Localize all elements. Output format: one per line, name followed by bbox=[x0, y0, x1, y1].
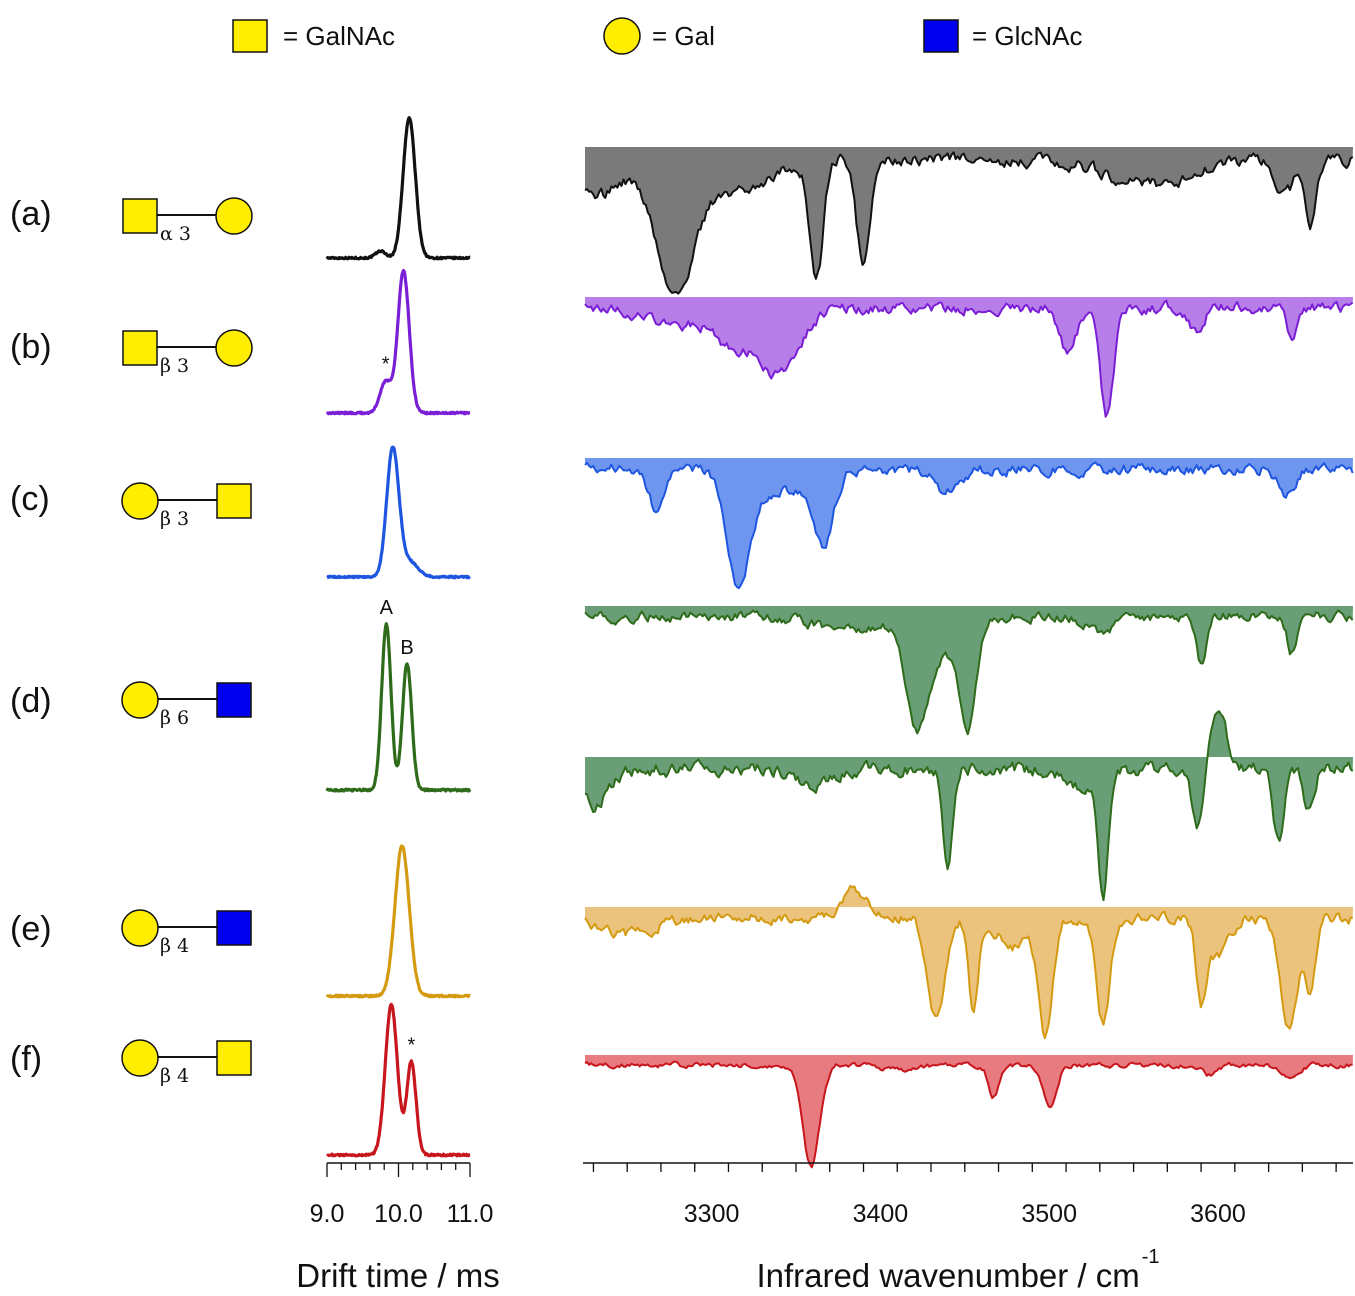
ir-spectrum-line bbox=[584, 299, 1354, 418]
ir-x-axis-title: Infrared wavenumber / cm -1 bbox=[756, 1246, 1159, 1294]
ir-spectrum-fill bbox=[585, 711, 1353, 901]
glycan-left-circle-icon bbox=[121, 909, 159, 947]
ir-spectrum-line bbox=[584, 710, 1354, 902]
linkage-label: β 4 bbox=[160, 1065, 189, 1087]
row-label-d: (d) bbox=[10, 682, 52, 720]
ir-spectrum-fill bbox=[585, 1055, 1353, 1168]
peak-marker: * bbox=[407, 1034, 415, 1056]
linkage-label: β 3 bbox=[160, 355, 189, 377]
glycan-right-square-icon bbox=[216, 910, 252, 946]
glycan-right-square-icon bbox=[216, 682, 252, 718]
ir-ticks: 3300 3400 3500 3600 bbox=[592, 1163, 1337, 1228]
drift-trace-b bbox=[325, 268, 471, 416]
glycan-left-circle-icon bbox=[121, 681, 159, 719]
glycan-right-circle-icon bbox=[215, 197, 253, 235]
linkage-label: β 3 bbox=[160, 508, 189, 530]
row-labels: (a) (b) (c) (d) (e) (f) bbox=[10, 195, 52, 1078]
ir-traces bbox=[584, 147, 1354, 1169]
glycan-left-square-icon bbox=[122, 330, 158, 366]
ir-spectra-chart: 3300 3400 3500 3600 Infrared wavenumber / c… bbox=[583, 147, 1354, 1294]
drift-trace-a bbox=[325, 116, 471, 261]
glycan-left-circle-icon bbox=[121, 1039, 159, 1077]
legend-label-galnac: = GalNAc bbox=[283, 21, 395, 51]
glycan-left-square-icon bbox=[122, 198, 158, 234]
row-label-b: (b) bbox=[10, 328, 52, 366]
drift-trace-e bbox=[325, 844, 471, 999]
drift-trace-d bbox=[325, 622, 472, 793]
peak-marker: * bbox=[382, 354, 390, 376]
ir-spectrum-fill bbox=[585, 147, 1353, 294]
ir-x-axis-title-main: Infrared wavenumber / cm bbox=[756, 1257, 1139, 1294]
drift-trace-c bbox=[326, 445, 471, 580]
ir-spectrum-d bbox=[584, 606, 1354, 736]
legend-label-glcnac: = GlcNAc bbox=[972, 21, 1083, 51]
ir-spectrum-fill bbox=[585, 885, 1353, 1039]
glycan-left-circle-icon bbox=[121, 482, 159, 520]
ir-spectrum-a bbox=[584, 147, 1354, 295]
ir-spectrum-f bbox=[584, 1055, 1353, 1169]
ir-spectrum-line bbox=[584, 609, 1354, 736]
ir-spectrum-b bbox=[584, 297, 1354, 418]
linkage-label: β 4 bbox=[160, 935, 189, 957]
ir-spectrum-line bbox=[584, 461, 1354, 590]
drift-tick-label: 9.0 bbox=[310, 1200, 345, 1228]
legend-circle-gal-icon bbox=[603, 17, 641, 55]
ir-spectrum-fill bbox=[585, 297, 1353, 417]
ir-spectrum-line bbox=[584, 151, 1354, 295]
glycan-c: β 3 bbox=[121, 482, 252, 530]
legend: = GalNAc = Gal = GlcNAc bbox=[232, 17, 1083, 55]
peak-marker: A bbox=[380, 597, 394, 619]
drift-tick-label: 10.0 bbox=[374, 1200, 423, 1228]
linkage-label: β 6 bbox=[160, 707, 189, 729]
glycan-right-square-icon bbox=[216, 1040, 252, 1076]
row-label-a: (a) bbox=[10, 195, 52, 233]
ir-spectrum-fill bbox=[585, 458, 1353, 589]
glycan-right-circle-icon bbox=[215, 329, 253, 367]
glycan-a: α 3 bbox=[122, 197, 253, 245]
ir-spectrum-c bbox=[584, 458, 1354, 590]
peak-marker: B bbox=[400, 637, 413, 659]
ir-x-axis-title-sup: -1 bbox=[1142, 1246, 1160, 1268]
ir-tick-label: 3300 bbox=[684, 1200, 740, 1228]
glycan-b: β 3 bbox=[122, 329, 253, 377]
glycan-e: β 4 bbox=[121, 909, 252, 957]
ir-spectrum-line bbox=[584, 884, 1353, 1040]
row-label-f: (f) bbox=[10, 1040, 42, 1078]
legend-label-gal: = Gal bbox=[652, 21, 715, 51]
ir-tick-label: 3600 bbox=[1190, 1200, 1246, 1228]
glycan-structures: α 3 β 3 β 3 β 6 β 4 β 4 bbox=[121, 197, 253, 1087]
drift-x-axis-title: Drift time / ms bbox=[296, 1257, 500, 1294]
legend-square-galnac-icon bbox=[232, 19, 268, 53]
linkage-label: α 3 bbox=[160, 223, 191, 245]
glycan-f: β 4 bbox=[121, 1039, 252, 1087]
ir-spectrum-fill bbox=[585, 606, 1353, 735]
row-label-e: (e) bbox=[10, 910, 52, 948]
drift-time-chart: * AB * 9.0 10.0 11.0 Drift time / ms bbox=[296, 116, 500, 1294]
drift-ticks: 9.0 10.0 11.0 bbox=[310, 1163, 494, 1228]
drift-tick-label: 11.0 bbox=[447, 1200, 494, 1228]
row-label-c: (c) bbox=[10, 480, 50, 518]
ir-tick-label: 3400 bbox=[853, 1200, 909, 1228]
ir-spectrum-e bbox=[584, 884, 1353, 1040]
glycan-right-square-icon bbox=[216, 483, 252, 519]
glycan-d: β 6 bbox=[121, 681, 252, 729]
ir-tick-label: 3500 bbox=[1021, 1200, 1077, 1228]
drift-traces: * AB * bbox=[325, 116, 472, 1158]
ir-spectrum-line bbox=[584, 1060, 1353, 1169]
legend-square-glcnac-icon bbox=[923, 19, 959, 53]
drift-trace-f bbox=[325, 1002, 471, 1158]
ir-spectrum-d-b bbox=[584, 710, 1354, 902]
